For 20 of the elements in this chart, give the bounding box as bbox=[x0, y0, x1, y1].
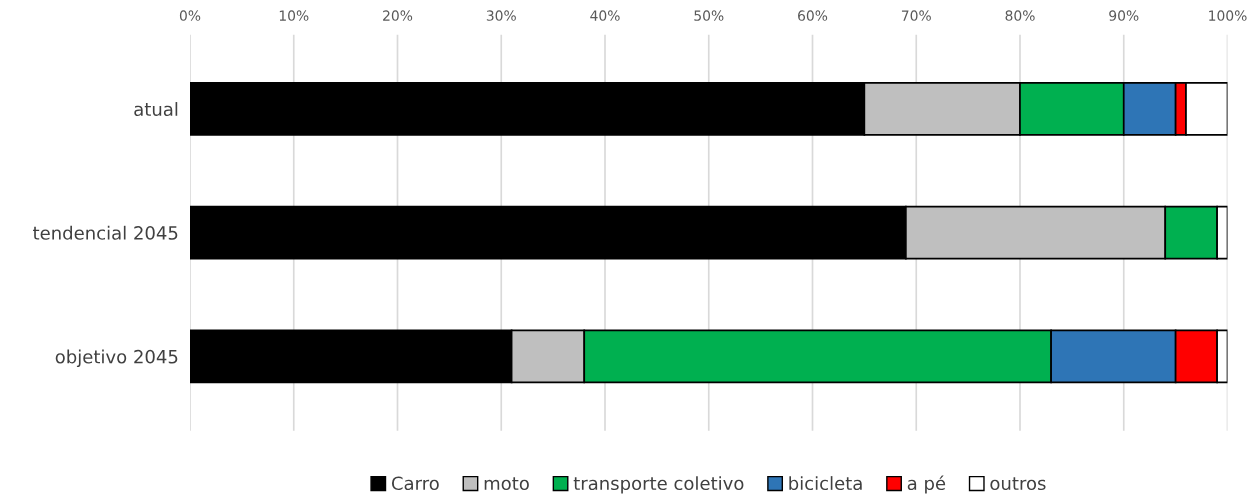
x-tick-label: 50% bbox=[694, 10, 724, 21]
legend-label: bicicleta bbox=[789, 476, 862, 491]
y-tick-label: tendencial 2045 bbox=[33, 225, 178, 240]
x-tick-label: 60% bbox=[798, 10, 828, 21]
x-tick-label: 100% bbox=[1209, 10, 1247, 21]
legend-label: Carro bbox=[391, 476, 439, 491]
legend-label: a pé bbox=[907, 475, 946, 494]
x-tick-label: 70% bbox=[901, 10, 931, 21]
legend-label: moto bbox=[484, 477, 529, 491]
x-tick-label: 80% bbox=[1005, 10, 1035, 21]
x-tick-label: 40% bbox=[590, 10, 620, 21]
x-tick-label: 0% bbox=[179, 10, 201, 21]
x-tick-label: 30% bbox=[486, 10, 516, 21]
y-tick-label: objetivo 2045 bbox=[55, 349, 178, 368]
x-tick-label: 90% bbox=[1109, 10, 1139, 21]
legend-label: outros bbox=[990, 477, 1046, 491]
x-tick-label: 10% bbox=[279, 10, 309, 21]
y-tick-label: atual bbox=[134, 102, 178, 117]
x-tick-label: 20% bbox=[383, 10, 413, 21]
legend-label: transporte coletivo bbox=[573, 476, 744, 494]
